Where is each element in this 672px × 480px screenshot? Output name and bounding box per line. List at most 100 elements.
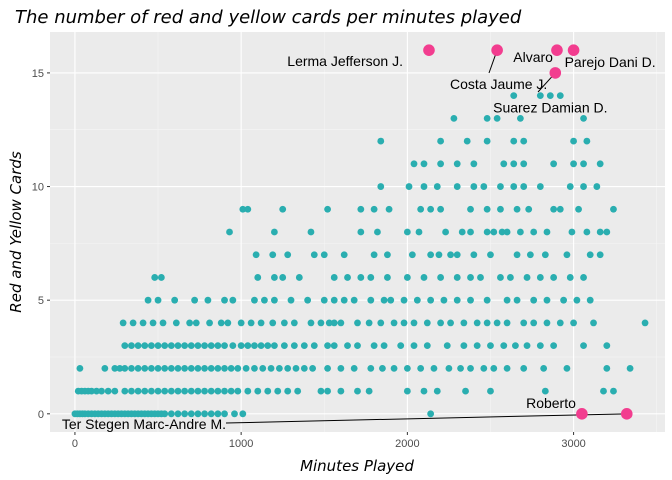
data-point — [626, 364, 634, 372]
data-point — [437, 137, 445, 145]
annotation-label: Costa Jaume J. — [450, 76, 547, 92]
data-point — [221, 296, 228, 304]
data-point — [556, 205, 564, 213]
data-point — [523, 342, 531, 350]
data-point — [191, 296, 199, 304]
data-point — [583, 228, 591, 236]
data-point — [566, 183, 574, 190]
x-tick-label: 0 — [72, 438, 78, 450]
data-point — [330, 319, 338, 327]
data-point — [227, 364, 235, 372]
data-point — [433, 183, 441, 190]
data-point — [354, 319, 361, 327]
data-point — [525, 205, 533, 213]
data-point — [427, 251, 435, 259]
data-point — [324, 205, 331, 213]
data-point — [167, 410, 175, 418]
highlight-point — [491, 44, 503, 56]
data-point — [563, 364, 571, 372]
data-point — [337, 387, 345, 395]
data-point — [194, 410, 202, 418]
annotation-label: Lerma Jefferson J. — [287, 53, 403, 69]
data-point — [370, 342, 378, 350]
data-point — [111, 364, 119, 372]
data-point — [181, 364, 189, 372]
data-point — [121, 364, 129, 372]
data-point — [480, 183, 488, 190]
data-point — [467, 274, 474, 281]
data-point — [264, 387, 272, 395]
data-point — [207, 387, 215, 395]
data-point — [221, 410, 228, 418]
data-point — [543, 296, 551, 304]
data-point — [568, 228, 576, 236]
data-point — [284, 251, 292, 259]
highlight-point — [620, 408, 633, 420]
data-point — [201, 410, 208, 418]
data-point — [154, 296, 162, 304]
data-point — [520, 364, 528, 372]
data-point — [174, 364, 182, 372]
data-point — [500, 342, 508, 350]
data-point — [310, 251, 318, 259]
data-point — [154, 387, 162, 395]
data-point — [516, 114, 524, 122]
data-point — [254, 387, 262, 395]
data-point — [513, 205, 521, 213]
data-point — [570, 160, 577, 168]
data-point — [244, 387, 252, 395]
data-point — [603, 364, 611, 372]
data-point — [294, 387, 302, 395]
data-point — [214, 342, 222, 350]
data-point — [275, 364, 283, 372]
data-point — [330, 274, 338, 281]
data-point — [304, 296, 312, 304]
data-point — [221, 342, 228, 350]
data-point — [201, 387, 208, 395]
data-point — [324, 364, 331, 372]
annotation-label: Roberto — [526, 395, 576, 411]
data-point — [254, 274, 262, 281]
data-point — [541, 387, 549, 395]
data-point — [580, 183, 587, 190]
data-point — [523, 274, 531, 281]
data-point — [354, 387, 361, 395]
data-point — [116, 364, 124, 372]
data-point — [251, 296, 258, 304]
data-point — [330, 342, 338, 350]
data-point — [593, 183, 601, 190]
data-point — [344, 342, 351, 350]
data-point — [377, 319, 385, 327]
data-point — [470, 160, 478, 168]
data-point — [470, 183, 478, 190]
data-point — [403, 387, 411, 395]
data-point — [337, 364, 345, 372]
data-point — [400, 319, 408, 327]
data-point — [187, 387, 195, 395]
data-point — [641, 319, 649, 327]
data-point — [493, 319, 501, 327]
data-point — [503, 364, 511, 372]
data-point — [457, 364, 464, 372]
annotation-labels: Lerma Jefferson J. Alvaro Parejo Dani D. Co… — [62, 49, 656, 432]
data-point — [307, 228, 315, 236]
data-point — [580, 160, 587, 168]
data-points — [71, 44, 649, 420]
data-point — [186, 319, 194, 327]
data-point — [167, 387, 175, 395]
data-point — [483, 296, 491, 304]
data-point — [563, 251, 571, 259]
data-point — [309, 364, 317, 372]
data-point — [214, 387, 222, 395]
data-point — [610, 205, 617, 213]
data-point — [397, 342, 405, 350]
data-point — [387, 296, 395, 304]
data-point — [473, 319, 481, 327]
data-point — [365, 387, 373, 395]
data-point — [536, 183, 544, 190]
data-point — [507, 274, 514, 281]
highlight-point — [551, 44, 563, 56]
data-point — [174, 410, 182, 418]
data-point — [147, 364, 155, 372]
